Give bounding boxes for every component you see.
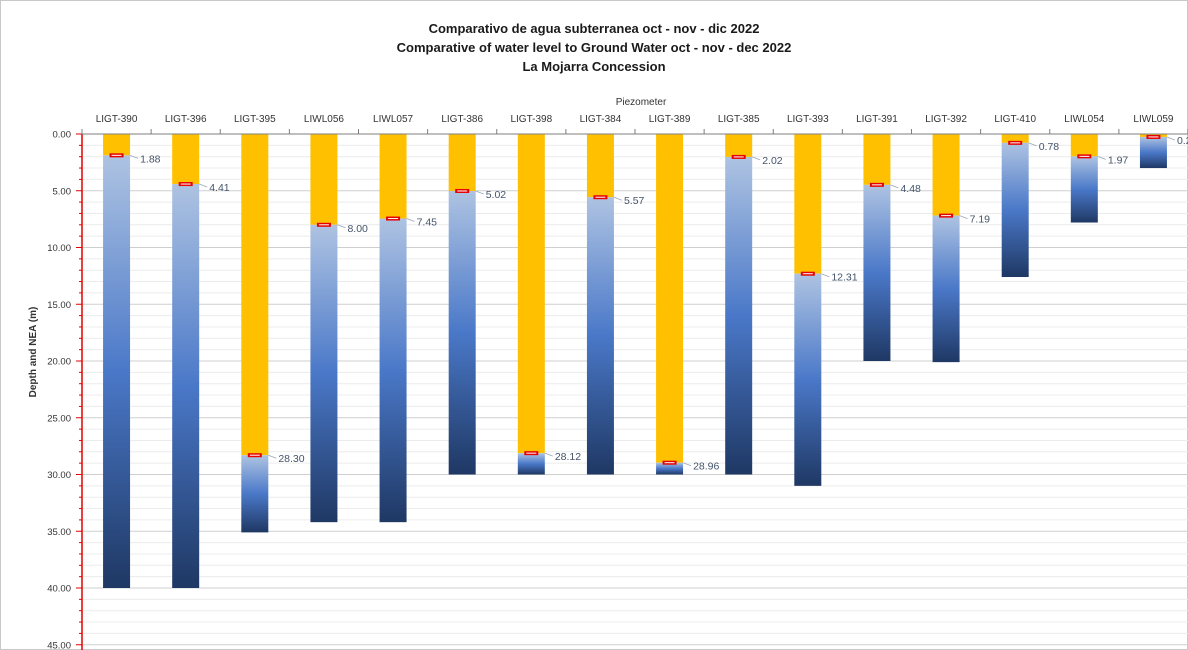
data-label: 5.02 (486, 189, 507, 201)
data-label-leader (1166, 136, 1176, 141)
water-bar (310, 224, 338, 523)
water-bar (1001, 142, 1029, 278)
data-label: 1.97 (1108, 154, 1129, 166)
data-label: 4.41 (209, 182, 230, 194)
chart-title-line-3: La Mojarra Concession (522, 59, 666, 74)
water-bar (725, 156, 753, 475)
x-tick-label: LIGT-398 (510, 114, 552, 125)
x-tick-label: LIWL057 (373, 114, 413, 125)
x-tick-label: LIWL056 (304, 114, 344, 125)
y-tick-label: 0.00 (53, 130, 72, 141)
dry-bar (172, 134, 200, 185)
y-axis-title: Depth and NEA (m) (28, 307, 39, 398)
data-label: 28.12 (555, 451, 581, 463)
y-tick-label: 40.00 (47, 584, 71, 595)
water-bar (379, 218, 407, 523)
dry-bar (586, 134, 614, 198)
dry-bar (1001, 134, 1029, 143)
data-label: 28.96 (693, 461, 719, 473)
dry-bar (517, 134, 545, 454)
y-tick-label: 30.00 (47, 470, 71, 481)
water-bar (1139, 136, 1167, 169)
water-bar (932, 215, 960, 363)
water-bar (517, 453, 545, 475)
x-tick-label: LIWL059 (1133, 114, 1173, 125)
dry-bar (310, 134, 338, 225)
data-label-leader (268, 454, 277, 459)
dry-bar (794, 134, 822, 274)
dry-bar (103, 134, 131, 156)
data-label-leader (337, 224, 346, 229)
y-tick-label: 35.00 (47, 527, 71, 538)
dry-bar (241, 134, 269, 456)
chart-title-line-2: Comparative of water level to Ground Wat… (396, 40, 792, 55)
dry-bar (1070, 134, 1098, 157)
x-tick-label: LIWL054 (1064, 114, 1104, 125)
dry-bar (932, 134, 960, 216)
data-label: 8.00 (347, 223, 368, 235)
chart-title-line-1: Comparativo de agua subterranea oct - no… (428, 21, 760, 36)
x-tick-label: LIGT-410 (994, 114, 1036, 125)
y-tick-label: 20.00 (47, 357, 71, 368)
data-label: 5.57 (624, 195, 645, 207)
data-label: 0.78 (1039, 141, 1060, 153)
data-label-leader (1097, 155, 1106, 160)
water-bar (448, 190, 476, 475)
water-bar (586, 197, 614, 475)
water-bar (656, 462, 684, 475)
x-tick-label: LIGT-392 (925, 114, 967, 125)
chart-title: Comparativo de agua subterranea oct - no… (0, 19, 1188, 76)
data-label-leader (129, 154, 139, 159)
water-bar (794, 273, 822, 486)
dry-bar (656, 134, 684, 463)
y-tick-label: 5.00 (53, 186, 72, 197)
x-axis-title: Piezometer (616, 97, 667, 108)
data-label-leader (752, 156, 761, 161)
y-tick-label: 25.00 (47, 413, 71, 424)
y-tick-label: 45.00 (47, 640, 71, 650)
y-tick-label: 15.00 (47, 300, 71, 311)
x-tick-label: LIGT-385 (718, 114, 760, 125)
data-label-leader (682, 462, 692, 467)
dry-bar (448, 134, 476, 191)
data-label: 2.02 (762, 155, 783, 167)
x-tick-label: LIGT-395 (234, 114, 276, 125)
dry-bar (379, 134, 407, 219)
data-label: 4.48 (900, 183, 921, 195)
data-label: 0.26 (1177, 135, 1188, 147)
water-bar (863, 184, 891, 361)
x-tick-label: LIGT-389 (649, 114, 691, 125)
x-tick-label: LIGT-384 (580, 114, 622, 125)
y-tick-label: 10.00 (47, 243, 71, 254)
water-bar (103, 155, 131, 588)
water-bar (172, 184, 200, 588)
x-tick-label: LIGT-391 (856, 114, 898, 125)
water-bar (241, 455, 269, 533)
data-label-leader (1028, 142, 1037, 147)
data-label-leader (890, 184, 899, 189)
data-label-leader (406, 218, 415, 222)
dry-bar (725, 134, 753, 157)
x-tick-label: LIGT-386 (441, 114, 483, 125)
dry-bar (863, 134, 891, 185)
data-label-leader (959, 215, 968, 219)
data-label-leader (821, 273, 830, 278)
data-label: 28.30 (278, 453, 304, 465)
data-label-leader (613, 196, 623, 201)
x-tick-label: LIGT-390 (96, 114, 138, 125)
data-label: 1.88 (140, 153, 161, 165)
x-tick-label: LIGT-393 (787, 114, 829, 125)
data-label-leader (475, 190, 484, 195)
data-label: 7.45 (417, 217, 438, 229)
water-bar (1070, 156, 1098, 223)
data-label-leader (199, 183, 208, 188)
x-tick-label: LIGT-396 (165, 114, 207, 125)
data-label: 7.19 (970, 214, 991, 226)
data-label: 12.31 (831, 272, 857, 284)
data-label-leader (544, 452, 553, 457)
